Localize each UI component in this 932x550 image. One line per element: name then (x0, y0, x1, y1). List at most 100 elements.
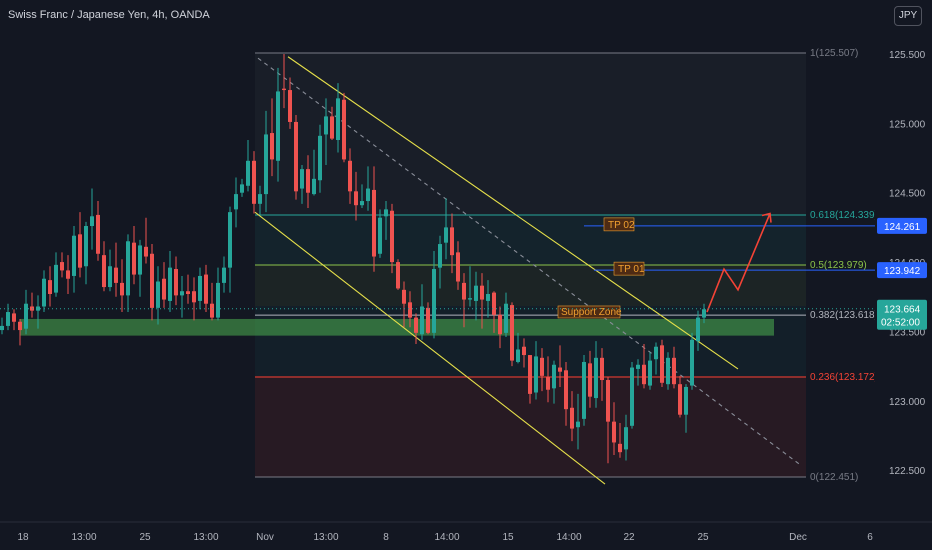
price-tick-label: 122.500 (889, 466, 926, 477)
symbol-title: Swiss Franc / Japanese Yen, 4h, OANDA (8, 9, 210, 21)
candle (624, 427, 628, 450)
price-tag (877, 217, 927, 234)
candle (246, 160, 250, 186)
candle (240, 184, 244, 193)
time-tick-label: Dec (789, 532, 807, 543)
candle (642, 364, 646, 385)
candle (144, 246, 148, 257)
candle (186, 291, 190, 294)
candle (198, 275, 202, 301)
candle (312, 178, 316, 195)
price-tick-label: 124.500 (889, 189, 926, 200)
candle (360, 201, 364, 206)
candle (114, 267, 118, 283)
target-tag (613, 261, 645, 276)
candle (108, 266, 112, 288)
time-tick-label: 25 (139, 532, 151, 543)
candle (72, 235, 76, 276)
candle (480, 285, 484, 300)
candle (102, 255, 106, 288)
candle (48, 280, 52, 294)
candle (582, 361, 586, 419)
candle (552, 364, 556, 389)
candle (672, 357, 676, 385)
candle (66, 270, 70, 279)
candle (576, 421, 580, 428)
candle (96, 214, 100, 254)
candle (90, 216, 94, 227)
fib-level-label: 0(122.451) (810, 472, 858, 483)
candle (660, 345, 664, 383)
candle (414, 317, 418, 333)
candle (618, 443, 622, 453)
price-axis-bg (875, 0, 932, 522)
candle (300, 169, 304, 189)
time-tick-label: 6 (867, 532, 873, 543)
candle (522, 346, 526, 356)
candle (36, 306, 40, 311)
time-tick-label: 13:00 (313, 532, 338, 543)
candle (0, 325, 4, 331)
candle (294, 121, 298, 192)
candle (6, 312, 10, 326)
channel-mid-line (257, 57, 801, 466)
candle (462, 282, 466, 300)
time-tick-label: 25 (697, 532, 709, 543)
last-price-tag (877, 299, 927, 330)
price-tick-label: 123.500 (889, 327, 926, 338)
candle (402, 289, 406, 304)
channel-upper-line (287, 56, 739, 370)
candle (18, 321, 22, 331)
candle (174, 269, 178, 296)
time-tick-label: Nov (256, 532, 274, 543)
candle (690, 339, 694, 386)
support-zone-label: Support Zone (561, 307, 622, 318)
candle (384, 209, 388, 217)
candle (654, 346, 658, 360)
candle (192, 291, 196, 303)
candle (324, 116, 328, 135)
price-tag (877, 262, 927, 279)
candle (444, 227, 448, 243)
candle (474, 285, 478, 301)
candle (600, 357, 604, 381)
fib-level-label: 0.618(124.339) (810, 210, 878, 221)
candle (162, 278, 166, 300)
candle (342, 99, 346, 160)
candle (636, 364, 640, 369)
time-axis[interactable]: 18 13:00 25 13:00 Nov 13:00 8 14:00 15 14:00 22 25 D… (17, 532, 873, 543)
candle (666, 357, 670, 385)
candle (222, 267, 226, 283)
support-zone-box (20, 318, 774, 336)
price-tags: 124.261 123.942 123.664 02:52:00 (877, 217, 927, 330)
candle (546, 377, 550, 390)
candle (318, 135, 322, 181)
last-price-label: 123.664 (884, 305, 921, 316)
candle (510, 305, 514, 361)
candle (330, 116, 334, 139)
candle (234, 194, 238, 210)
candle (288, 90, 292, 122)
candle (528, 355, 532, 394)
candle (612, 421, 616, 443)
candle (408, 302, 412, 318)
candle (60, 262, 64, 271)
time-tick-label: 22 (623, 532, 635, 543)
candle (588, 363, 592, 397)
candle (264, 134, 268, 195)
candle (534, 356, 538, 393)
candle (180, 291, 184, 296)
candle (468, 298, 472, 300)
candle (12, 313, 16, 322)
countdown-label: 02:52:00 (881, 318, 920, 329)
projection-arrow (706, 213, 771, 313)
candle (492, 292, 496, 315)
candle (228, 212, 232, 268)
candle (216, 282, 220, 318)
candle (126, 241, 130, 296)
jpy-toggle-button[interactable]: JPY (894, 6, 922, 26)
time-tick-label: 18 (17, 532, 29, 543)
candle (204, 274, 208, 304)
time-tick-label: 14:00 (556, 532, 581, 543)
